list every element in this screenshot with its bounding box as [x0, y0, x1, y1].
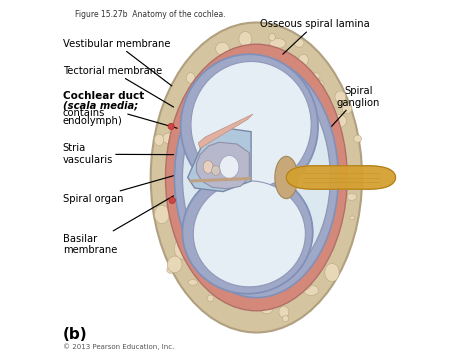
- Polygon shape: [198, 114, 253, 148]
- Ellipse shape: [261, 305, 273, 314]
- Ellipse shape: [270, 38, 286, 48]
- Ellipse shape: [191, 89, 199, 98]
- Ellipse shape: [332, 114, 346, 127]
- Text: Scala
vestibuli
(contains
perilymph): Scala vestibuli (contains perilymph): [212, 107, 283, 154]
- Text: © 2013 Pearson Education, Inc.: © 2013 Pearson Education, Inc.: [63, 343, 174, 350]
- Ellipse shape: [211, 165, 220, 175]
- Ellipse shape: [299, 275, 311, 290]
- Ellipse shape: [155, 205, 169, 224]
- Text: contains: contains: [63, 108, 105, 118]
- Text: Spiral
ganglion: Spiral ganglion: [308, 86, 380, 153]
- Ellipse shape: [216, 42, 229, 55]
- Ellipse shape: [323, 239, 334, 252]
- Ellipse shape: [303, 267, 314, 279]
- Ellipse shape: [294, 39, 304, 47]
- Ellipse shape: [354, 135, 362, 142]
- Ellipse shape: [174, 58, 338, 297]
- Ellipse shape: [172, 215, 176, 218]
- Text: (b): (b): [63, 327, 87, 342]
- Ellipse shape: [165, 44, 347, 311]
- Ellipse shape: [191, 61, 311, 188]
- Text: Scala
tympani
(contains
perilymph): Scala tympani (contains perilymph): [212, 227, 283, 274]
- Ellipse shape: [207, 295, 214, 301]
- Ellipse shape: [279, 306, 289, 318]
- Ellipse shape: [182, 170, 313, 294]
- Ellipse shape: [325, 263, 339, 282]
- Text: Cochlear duct: Cochlear duct: [63, 91, 144, 101]
- Ellipse shape: [344, 168, 355, 175]
- Ellipse shape: [283, 316, 289, 322]
- Polygon shape: [197, 142, 249, 189]
- Ellipse shape: [163, 133, 175, 144]
- Ellipse shape: [151, 22, 362, 333]
- Text: Vestibular membrane: Vestibular membrane: [63, 39, 172, 86]
- Text: Osseous spiral lamina: Osseous spiral lamina: [260, 19, 370, 54]
- Ellipse shape: [346, 193, 357, 200]
- Ellipse shape: [167, 256, 182, 273]
- Text: endolymph): endolymph): [63, 115, 122, 126]
- Ellipse shape: [335, 91, 346, 103]
- Text: Basilar
membrane: Basilar membrane: [63, 196, 173, 255]
- Ellipse shape: [219, 155, 239, 178]
- Ellipse shape: [334, 126, 338, 131]
- Ellipse shape: [275, 156, 298, 199]
- Ellipse shape: [169, 197, 175, 203]
- Ellipse shape: [193, 181, 305, 287]
- Text: Stria
vascularis: Stria vascularis: [63, 143, 173, 165]
- Ellipse shape: [186, 73, 195, 83]
- Ellipse shape: [350, 216, 355, 220]
- Ellipse shape: [304, 285, 319, 295]
- Ellipse shape: [325, 241, 335, 252]
- Polygon shape: [286, 166, 395, 189]
- Ellipse shape: [342, 103, 352, 114]
- Ellipse shape: [341, 194, 348, 202]
- Ellipse shape: [311, 80, 324, 88]
- Ellipse shape: [299, 54, 309, 66]
- Ellipse shape: [312, 73, 320, 80]
- Ellipse shape: [174, 238, 191, 259]
- Ellipse shape: [167, 266, 174, 273]
- Ellipse shape: [203, 160, 213, 173]
- Ellipse shape: [154, 134, 164, 146]
- Ellipse shape: [284, 290, 288, 294]
- Ellipse shape: [239, 32, 252, 47]
- Ellipse shape: [182, 69, 330, 286]
- Polygon shape: [188, 128, 251, 192]
- Ellipse shape: [188, 279, 198, 285]
- Text: Figure 15.27b  Anatomy of the cochlea.: Figure 15.27b Anatomy of the cochlea.: [75, 10, 226, 19]
- Ellipse shape: [181, 54, 318, 199]
- Ellipse shape: [269, 33, 275, 41]
- Ellipse shape: [168, 123, 174, 130]
- Text: Spiral organ: Spiral organ: [63, 175, 177, 204]
- Text: (scala media;: (scala media;: [63, 100, 138, 110]
- Text: Tectorial membrane: Tectorial membrane: [63, 66, 173, 107]
